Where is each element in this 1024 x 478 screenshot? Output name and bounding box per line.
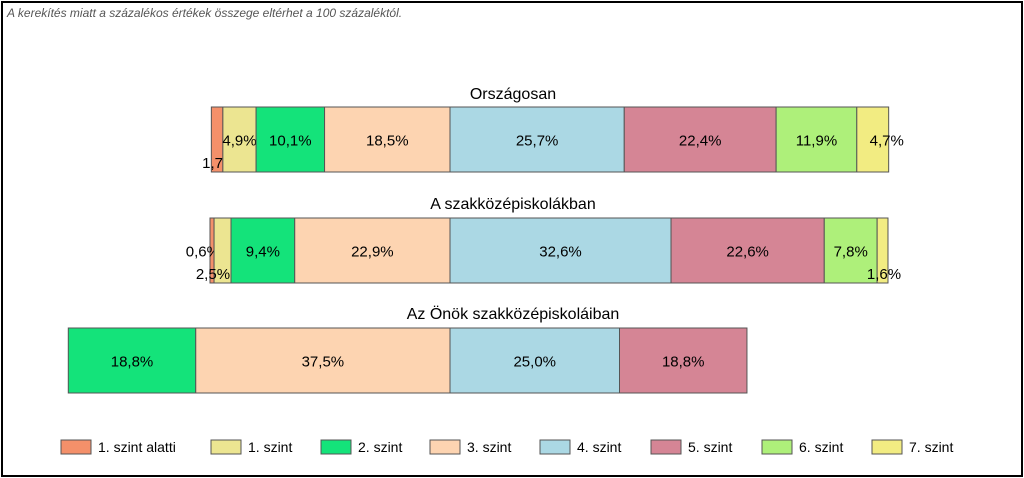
data-label-1-2: 4,9% [222,133,256,150]
legend-swatch-8 [871,439,903,455]
bar-2-segment-8 [876,217,889,284]
data-label-3-5: 25,0% [513,354,556,371]
data-label-1-3: 10,1% [269,133,312,150]
data-label-1-6: 22,4% [679,133,722,150]
bar-2-segment-5 [449,217,672,284]
legend-swatch-6 [650,439,682,455]
data-label-2-7: 7,8% [834,244,868,261]
bar-2-segment-6 [670,217,825,284]
legend-swatch-2 [210,439,242,455]
bar-2-segment-7 [823,217,878,284]
bar-3-segment-6 [619,327,748,394]
legend-swatch-1 [60,439,92,455]
legend-label-7: 6. szint [799,439,843,455]
legend-label-3: 2. szint [358,439,402,455]
legend-label-4: 3. szint [467,439,511,455]
bar-1-segment-6 [623,106,777,173]
data-label-3-3: 18,8% [111,354,154,371]
data-label-2-8: 1,6% [867,266,901,283]
data-label-2-4: 22,9% [351,244,394,261]
data-label-3-6: 18,8% [662,354,705,371]
bar-1-segment-5 [449,106,625,173]
bar-title-2: A szakközépiskolákban [430,196,595,213]
bar-1-segment-3 [255,106,326,173]
bar-3-segment-5 [449,327,620,394]
rounding-note: A kerekítés miatt a százalékos értékek ö… [7,6,403,20]
bar-2-segment-3 [230,217,296,284]
legend-label-6: 5. szint [688,439,732,455]
bar-3-segment-3 [67,327,197,394]
data-label-3-4: 37,5% [302,354,345,371]
data-label-2-6: 22,6% [726,244,769,261]
legend-swatch-7 [761,439,793,455]
data-label-1-7: 11,9% [796,133,837,150]
legend-label-8: 7. szint [909,439,953,455]
bar-1-segment-7 [775,106,858,173]
legend-swatch-5 [539,439,571,455]
bar-1-segment-4 [324,106,451,173]
bar-title-1: Országosan [470,86,556,103]
data-label-1-4: 18,5% [366,133,409,150]
bar-1-segment-2 [222,106,257,173]
data-label-1-5: 25,7% [516,133,559,150]
data-label-2-5: 32,6% [539,244,582,261]
legend-label-5: 4. szint [577,439,621,455]
legend-swatch-4 [429,439,461,455]
data-label-2-3: 9,4% [246,244,280,261]
legend-label-1: 1. szint alatti [98,439,176,455]
legend-swatch-3 [320,439,352,455]
data-label-2-1: 0,6% [186,244,220,261]
bar-1-segment-8 [856,106,890,173]
data-label-1-8: 4,7% [870,133,904,150]
data-label-2-2: 2,5% [196,266,230,283]
legend-label-2: 1. szint [248,439,292,455]
bar-3-segment-4 [195,327,451,394]
bar-title-3: Az Önök szakközépiskoláiban [407,305,620,323]
